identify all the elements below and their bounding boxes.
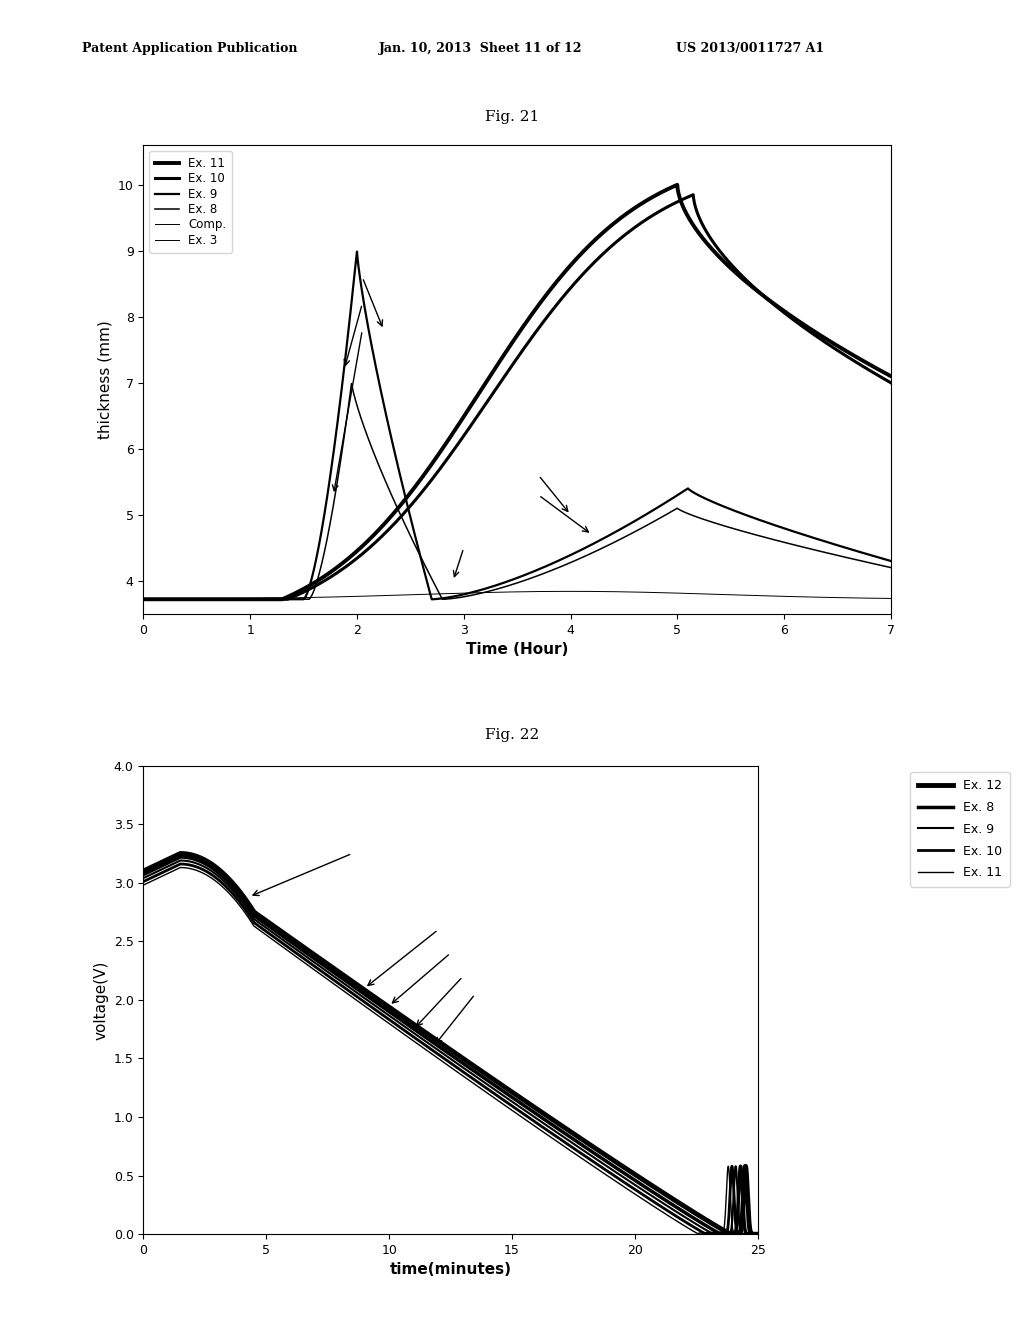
Text: Fig. 22: Fig. 22 — [485, 729, 539, 742]
Text: US 2013/0011727 A1: US 2013/0011727 A1 — [676, 42, 824, 55]
Y-axis label: thickness (mm): thickness (mm) — [97, 321, 113, 438]
Text: Jan. 10, 2013  Sheet 11 of 12: Jan. 10, 2013 Sheet 11 of 12 — [379, 42, 583, 55]
Y-axis label: voltage(V): voltage(V) — [93, 960, 109, 1040]
Legend: Ex. 12, Ex. 8, Ex. 9, Ex. 10, Ex. 11: Ex. 12, Ex. 8, Ex. 9, Ex. 10, Ex. 11 — [910, 772, 1010, 887]
X-axis label: time(minutes): time(minutes) — [389, 1262, 512, 1278]
Legend: Ex. 11, Ex. 10, Ex. 9, Ex. 8, Comp., Ex. 3: Ex. 11, Ex. 10, Ex. 9, Ex. 8, Comp., Ex.… — [150, 150, 232, 252]
Text: Patent Application Publication: Patent Application Publication — [82, 42, 297, 55]
X-axis label: Time (Hour): Time (Hour) — [466, 642, 568, 657]
Text: Fig. 21: Fig. 21 — [485, 111, 539, 124]
